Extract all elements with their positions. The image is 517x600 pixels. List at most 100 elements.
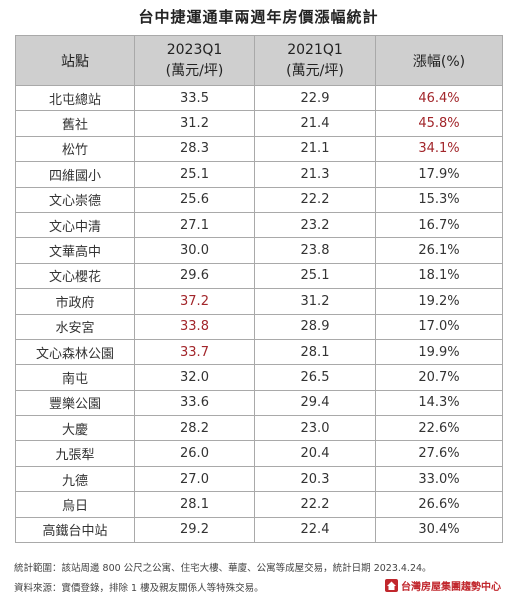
logo-text: 台灣房屋集團趨勢中心 xyxy=(401,582,501,593)
station-cell: 文華高中 xyxy=(15,237,135,264)
price-2023-cell: 33.7 xyxy=(134,338,255,366)
price-2023-cell: 29.2 xyxy=(134,516,255,544)
station-cell: 大慶 xyxy=(15,415,135,442)
price-2021-cell: 31.2 xyxy=(254,288,376,315)
price-2021-cell: 28.9 xyxy=(254,313,376,340)
change-cell: 46.4% xyxy=(375,84,503,112)
header-station: 站點 xyxy=(15,35,135,86)
table-row: 高鐵台中站 29.2 22.4 30.4% xyxy=(15,516,503,544)
price-2021-cell: 22.9 xyxy=(254,84,376,112)
table-row: 九張犁 26.0 20.4 27.6% xyxy=(15,440,503,467)
price-2023-cell: 33.5 xyxy=(134,84,255,112)
price-2021-cell: 23.0 xyxy=(254,415,376,442)
station-cell: 松竹 xyxy=(15,135,135,163)
station-cell: 九德 xyxy=(15,465,135,493)
station-cell: 豐樂公園 xyxy=(15,389,135,417)
table-row: 水安宮 33.8 28.9 17.0% xyxy=(15,313,503,340)
change-cell: 18.1% xyxy=(375,262,503,290)
price-2023-cell: 28.3 xyxy=(134,135,255,163)
station-cell: 高鐵台中站 xyxy=(15,516,135,544)
table-row: 文心中清 27.1 23.2 16.7% xyxy=(15,211,503,239)
price-2023-cell: 25.6 xyxy=(134,186,255,213)
price-2021-cell: 28.1 xyxy=(254,338,376,366)
station-cell: 文心森林公園 xyxy=(15,338,135,366)
brand-logo: 台灣房屋集團趨勢中心 xyxy=(385,578,501,593)
price-2021-cell: 23.2 xyxy=(254,211,376,239)
station-cell: 市政府 xyxy=(15,288,135,315)
table-row: 文華高中 30.0 23.8 26.1% xyxy=(15,237,503,264)
header-2021q1: 2021Q1 (萬元/坪) xyxy=(254,35,376,86)
table-row: 文心森林公園 33.7 28.1 19.9% xyxy=(15,338,503,366)
price-table: 站點 2023Q1 (萬元/坪) 2021Q1 (萬元/坪) 漲幅(%) 北屯總站 3… xyxy=(15,35,503,544)
price-2023-cell: 26.0 xyxy=(134,440,255,467)
price-2023-cell: 30.0 xyxy=(134,237,255,264)
price-2021-cell: 22.2 xyxy=(254,491,376,518)
station-cell: 水安宮 xyxy=(15,313,135,340)
change-cell: 45.8% xyxy=(375,110,503,137)
price-2023-cell: 27.0 xyxy=(134,465,255,493)
price-2021-cell: 21.4 xyxy=(254,110,376,137)
table-row: 烏日 28.1 22.2 26.6% xyxy=(15,491,503,518)
table-row: 松竹 28.3 21.1 34.1% xyxy=(15,135,503,163)
price-2021-cell: 22.4 xyxy=(254,516,376,544)
price-2021-cell: 21.1 xyxy=(254,135,376,163)
station-cell: 四維國小 xyxy=(15,161,135,188)
price-2021-cell: 22.2 xyxy=(254,186,376,213)
change-cell: 19.9% xyxy=(375,338,503,366)
price-2021-cell: 26.5 xyxy=(254,364,376,391)
price-2023-cell: 28.2 xyxy=(134,415,255,442)
header-change: 漲幅(%) xyxy=(375,35,503,86)
price-2023-cell: 33.8 xyxy=(134,313,255,340)
change-cell: 26.6% xyxy=(375,491,503,518)
footnote-source: 資料來源：實價登錄，排除 1 樓及親友關係人等特殊交易。 xyxy=(14,583,264,594)
table-row: 文心櫻花 29.6 25.1 18.1% xyxy=(15,262,503,290)
price-2021-cell: 23.8 xyxy=(254,237,376,264)
change-cell: 19.2% xyxy=(375,288,503,315)
table-row: 大慶 28.2 23.0 22.6% xyxy=(15,415,503,442)
table-row: 四維國小 25.1 21.3 17.9% xyxy=(15,161,503,188)
price-2023-cell: 37.2 xyxy=(134,288,255,315)
price-2023-cell: 33.6 xyxy=(134,389,255,417)
table-row: 舊社 31.2 21.4 45.8% xyxy=(15,110,503,137)
price-2023-cell: 32.0 xyxy=(134,364,255,391)
price-2023-cell: 29.6 xyxy=(134,262,255,290)
change-cell: 16.7% xyxy=(375,211,503,239)
price-2021-cell: 29.4 xyxy=(254,389,376,417)
change-cell: 17.0% xyxy=(375,313,503,340)
table-row: 南屯 32.0 26.5 20.7% xyxy=(15,364,503,391)
station-cell: 烏日 xyxy=(15,491,135,518)
house-logo-icon xyxy=(385,579,398,592)
station-cell: 南屯 xyxy=(15,364,135,391)
table-header-row: 站點 2023Q1 (萬元/坪) 2021Q1 (萬元/坪) 漲幅(%) xyxy=(15,35,503,86)
header-2023q1: 2023Q1 (萬元/坪) xyxy=(134,35,255,86)
change-cell: 30.4% xyxy=(375,516,503,544)
change-cell: 33.0% xyxy=(375,465,503,493)
change-cell: 15.3% xyxy=(375,186,503,213)
change-cell: 26.1% xyxy=(375,237,503,264)
station-cell: 文心崇德 xyxy=(15,186,135,213)
table-row: 北屯總站 33.5 22.9 46.4% xyxy=(15,84,503,112)
station-cell: 文心中清 xyxy=(15,211,135,239)
price-2021-cell: 25.1 xyxy=(254,262,376,290)
table-row: 文心崇德 25.6 22.2 15.3% xyxy=(15,186,503,213)
change-cell: 20.7% xyxy=(375,364,503,391)
station-cell: 文心櫻花 xyxy=(15,262,135,290)
table-row: 豐樂公園 33.6 29.4 14.3% xyxy=(15,389,503,417)
price-2023-cell: 28.1 xyxy=(134,491,255,518)
table-row: 九德 27.0 20.3 33.0% xyxy=(15,465,503,493)
change-cell: 14.3% xyxy=(375,389,503,417)
chart-title: 台中捷運通車兩週年房價漲幅統計 xyxy=(138,8,379,26)
price-2021-cell: 21.3 xyxy=(254,161,376,188)
footnote-scope: 統計範圍：該站周邊 800 公尺之公寓、住宅大樓、華廈、公寓等成屋交易，統計日期… xyxy=(14,563,432,574)
price-2023-cell: 31.2 xyxy=(134,110,255,137)
change-cell: 22.6% xyxy=(375,415,503,442)
station-cell: 九張犁 xyxy=(15,440,135,467)
price-2023-cell: 25.1 xyxy=(134,161,255,188)
table-body: 北屯總站 33.5 22.9 46.4% 舊社 31.2 21.4 45.8% 松竹 28.3 21… xyxy=(15,84,503,544)
table-row: 市政府 37.2 31.2 19.2% xyxy=(15,288,503,315)
price-2023-cell: 27.1 xyxy=(134,211,255,239)
price-2021-cell: 20.3 xyxy=(254,465,376,493)
station-cell: 舊社 xyxy=(15,110,135,137)
price-2021-cell: 20.4 xyxy=(254,440,376,467)
station-cell: 北屯總站 xyxy=(15,84,135,112)
